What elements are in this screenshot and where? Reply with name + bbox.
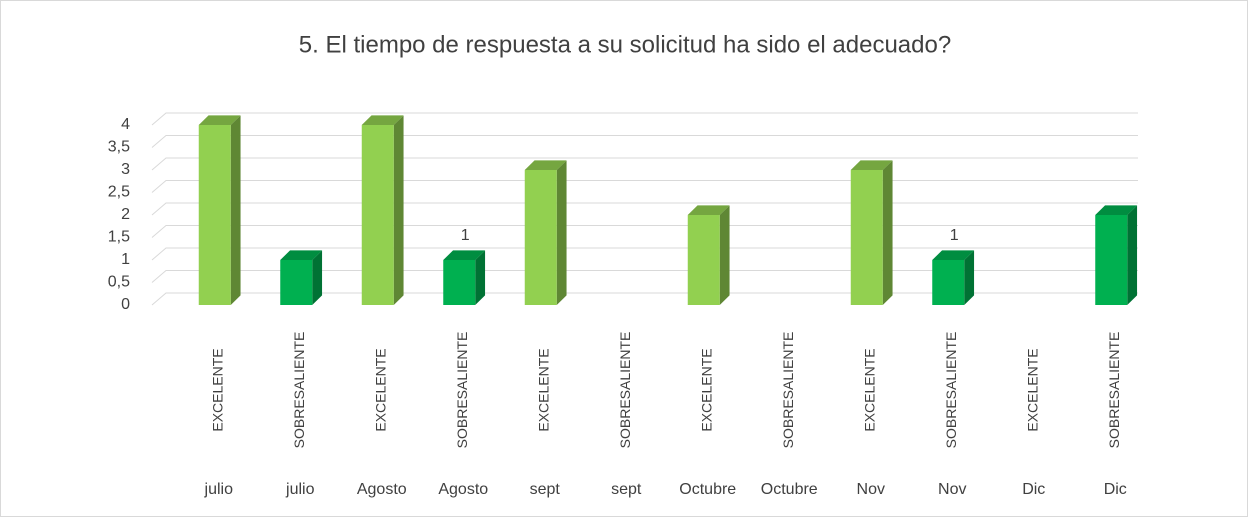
grid-line — [151, 202, 1138, 216]
bar-top — [361, 115, 404, 125]
bar-side — [1127, 205, 1138, 305]
x-tick-label: EXCELENTE — [1024, 348, 1040, 431]
x-tick-label: SOBRESALIENTE — [291, 332, 307, 449]
grid-line — [151, 225, 1138, 238]
x-group-label: Dic — [1022, 481, 1045, 498]
bar-side — [882, 160, 893, 305]
bar-top — [443, 250, 486, 260]
y-tick-label: 2,5 — [108, 184, 130, 201]
x-group-label: Nov — [938, 481, 966, 498]
y-tick-label: 0 — [121, 296, 130, 313]
x-tick-label: EXCELENTE — [698, 348, 714, 431]
grid-line — [151, 157, 1138, 171]
grid-line — [151, 112, 1138, 126]
bar — [1095, 205, 1138, 305]
bar-side — [475, 250, 486, 305]
bar-side — [393, 115, 404, 306]
bar — [443, 250, 486, 305]
x-tick-label: SOBRESALIENTE — [780, 332, 796, 449]
bar-top — [687, 205, 730, 215]
bar-front — [280, 260, 313, 305]
x-tick-label: SOBRESALIENTE — [943, 332, 959, 449]
x-tick-label: SOBRESALIENTE — [1106, 332, 1122, 449]
bar — [932, 250, 975, 305]
bar-front — [443, 260, 476, 305]
x-group-label: Agosto — [438, 481, 488, 498]
bar-top — [850, 160, 893, 170]
bar-side — [230, 115, 241, 306]
bar — [280, 250, 323, 305]
x-tick-label: EXCELENTE — [209, 348, 225, 431]
x-tick-label: SOBRESALIENTE — [454, 332, 470, 449]
x-tick-label: EXCELENTE — [372, 348, 388, 431]
bar-front — [361, 125, 394, 305]
bar — [198, 115, 241, 306]
bar-top — [524, 160, 567, 170]
y-tick-label: 0,5 — [108, 274, 130, 291]
grid-line — [151, 247, 1138, 261]
x-tick-label: SOBRESALIENTE — [617, 332, 633, 449]
x-group-label: Octubre — [679, 481, 736, 498]
bar-front — [524, 170, 557, 305]
bar-front — [932, 260, 965, 305]
x-group-label: julio — [285, 481, 315, 498]
bar-top — [932, 250, 975, 260]
grid-line — [151, 270, 1138, 283]
y-tick-label: 1,5 — [108, 229, 130, 246]
data-label: 1 — [461, 227, 470, 244]
y-tick-label: 1 — [121, 251, 130, 268]
bar-side — [312, 250, 323, 305]
bar-top — [1095, 205, 1138, 215]
x-group-label: Dic — [1104, 481, 1127, 498]
y-tick-label: 3 — [121, 161, 130, 178]
bar — [361, 115, 404, 306]
x-tick-label: EXCELENTE — [861, 348, 877, 431]
bar-front — [850, 170, 883, 305]
x-group-label: Nov — [857, 481, 885, 498]
bar-front — [687, 215, 720, 305]
grid-line — [151, 180, 1138, 193]
y-tick-label: 3,5 — [108, 139, 130, 156]
y-tick-label: 2 — [121, 206, 130, 223]
grid-line — [151, 292, 1138, 306]
y-tick-label: 4 — [121, 116, 130, 133]
grid-line — [151, 135, 1138, 148]
x-group-label: sept — [530, 481, 561, 498]
x-group-label: Octubre — [761, 481, 818, 498]
x-group-label: Agosto — [357, 481, 407, 498]
bar-side — [964, 250, 975, 305]
bar-front — [198, 125, 231, 305]
x-tick-label: EXCELENTE — [535, 348, 551, 431]
bar — [850, 160, 893, 305]
x-group-label: sept — [611, 481, 642, 498]
bar-top — [198, 115, 241, 125]
data-label: 1 — [950, 227, 959, 244]
bar-top — [280, 250, 323, 260]
bar-front — [1095, 215, 1128, 305]
bar-side — [556, 160, 567, 305]
bar-side — [719, 205, 730, 305]
x-group-label: julio — [204, 481, 234, 498]
bar — [687, 205, 730, 305]
bar — [524, 160, 567, 305]
chart-title: 5. El tiempo de respuesta a su solicitud… — [299, 31, 951, 58]
